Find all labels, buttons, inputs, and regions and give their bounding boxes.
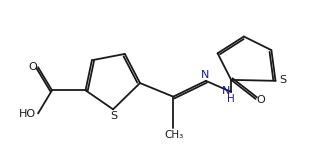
Text: N: N <box>222 86 230 96</box>
Text: H: H <box>227 94 234 104</box>
Text: N: N <box>201 70 210 80</box>
Text: O: O <box>28 62 37 72</box>
Text: S: S <box>110 111 117 121</box>
Text: O: O <box>256 95 265 104</box>
Text: S: S <box>279 75 286 85</box>
Text: CH₃: CH₃ <box>164 130 183 140</box>
Text: HO: HO <box>19 109 37 119</box>
